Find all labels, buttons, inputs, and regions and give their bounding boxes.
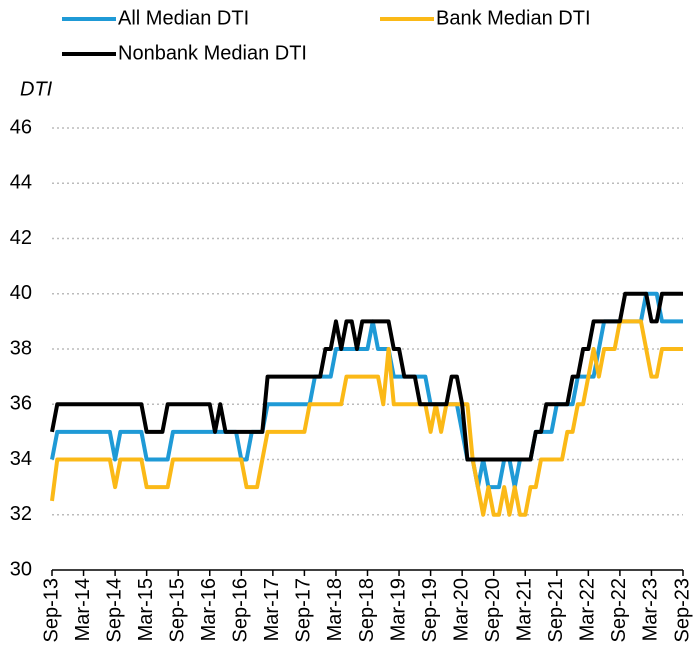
x-tick-label: Sep-18 (356, 578, 378, 643)
x-tick-label: Sep-13 (40, 578, 62, 643)
y-axis-label: DTI (20, 78, 53, 100)
x-tick-label: Sep-20 (482, 578, 504, 643)
legend-label: Nonbank Median DTI (118, 42, 307, 64)
x-tick-label: Sep-22 (608, 578, 630, 643)
x-tick-label: Mar-22 (577, 578, 599, 641)
x-tick-label: Mar-16 (198, 578, 220, 641)
x-tick-label: Mar-20 (450, 578, 472, 641)
y-tick-label: 44 (10, 172, 32, 194)
legend-label: All Median DTI (118, 7, 249, 29)
x-tick-label: Sep-15 (166, 578, 188, 643)
x-tick-label: Mar-15 (135, 578, 157, 641)
y-tick-label: 38 (10, 337, 32, 359)
y-tick-label: 46 (10, 116, 32, 138)
y-tick-label: 42 (10, 227, 32, 249)
series-line (50, 319, 683, 517)
x-tick-label: Mar-14 (72, 578, 94, 641)
series-line (50, 291, 683, 462)
y-tick-label: 30 (10, 558, 32, 580)
x-tick-label: Sep-14 (103, 578, 125, 643)
y-tick-label: 40 (10, 282, 32, 304)
x-tick-label: Sep-21 (545, 578, 567, 643)
x-tick-label: Mar-23 (640, 578, 662, 641)
legend-label: Bank Median DTI (436, 7, 591, 29)
x-tick-label: Sep-19 (419, 578, 441, 643)
x-tick-label: Mar-19 (387, 578, 409, 641)
x-tick-label: Sep-17 (293, 578, 315, 643)
x-tick-label: Mar-21 (514, 578, 536, 641)
y-tick-label: 34 (10, 448, 32, 470)
y-tick-label: 36 (10, 393, 32, 415)
x-tick-label: Sep-16 (230, 578, 252, 643)
x-tick-label: Sep-23 (671, 578, 693, 643)
x-tick-label: Mar-17 (261, 578, 283, 641)
x-tick-label: Mar-18 (324, 578, 346, 641)
y-tick-label: 32 (10, 503, 32, 525)
